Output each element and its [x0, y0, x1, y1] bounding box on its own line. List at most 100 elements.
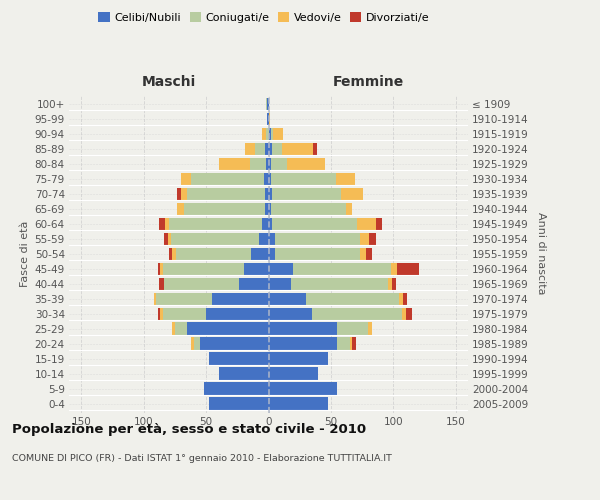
Bar: [265, 202, 269, 215]
Bar: [164, 232, 167, 245]
Bar: [341, 188, 363, 200]
Bar: [269, 398, 328, 409]
Bar: [366, 248, 372, 260]
Bar: [306, 292, 400, 305]
Bar: [269, 113, 270, 125]
Bar: [209, 352, 269, 364]
Bar: [269, 292, 306, 305]
Bar: [269, 352, 328, 364]
Bar: [176, 248, 251, 260]
Bar: [171, 232, 259, 245]
Bar: [209, 398, 269, 409]
Bar: [154, 292, 156, 305]
Bar: [350, 338, 352, 349]
Bar: [259, 232, 269, 245]
Bar: [178, 188, 181, 200]
Bar: [263, 172, 269, 185]
Bar: [313, 143, 317, 155]
Bar: [187, 188, 265, 200]
Bar: [271, 128, 274, 140]
Bar: [169, 218, 262, 230]
Bar: [158, 308, 160, 320]
Bar: [269, 382, 337, 394]
Bar: [397, 262, 419, 275]
Bar: [184, 202, 265, 215]
Bar: [269, 218, 272, 230]
Bar: [269, 248, 275, 260]
Bar: [200, 338, 269, 349]
Text: Popolazione per età, sesso e stato civile - 2010: Popolazione per età, sesso e stato civil…: [12, 422, 366, 436]
Legend: Celibi/Nubili, Coniugati/e, Vedovi/e, Divorziati/e: Celibi/Nubili, Coniugati/e, Vedovi/e, Di…: [94, 8, 434, 28]
Bar: [269, 232, 275, 245]
Bar: [218, 158, 250, 170]
Bar: [269, 278, 291, 290]
Bar: [267, 98, 269, 110]
Bar: [175, 322, 187, 335]
Bar: [282, 143, 313, 155]
Bar: [269, 262, 293, 275]
Bar: [269, 128, 271, 140]
Bar: [265, 188, 269, 200]
Bar: [352, 338, 356, 349]
Bar: [269, 338, 337, 349]
Bar: [262, 218, 269, 230]
Bar: [158, 262, 160, 275]
Bar: [181, 188, 187, 200]
Bar: [218, 368, 269, 380]
Bar: [287, 158, 325, 170]
Text: Maschi: Maschi: [142, 75, 196, 89]
Bar: [266, 128, 269, 140]
Bar: [164, 278, 239, 290]
Bar: [274, 128, 283, 140]
Bar: [275, 248, 359, 260]
Bar: [167, 232, 171, 245]
Y-axis label: Anni di nascita: Anni di nascita: [536, 212, 545, 295]
Bar: [376, 218, 382, 230]
Bar: [266, 98, 267, 110]
Text: Femmine: Femmine: [332, 75, 404, 89]
Bar: [406, 308, 412, 320]
Bar: [370, 232, 376, 245]
Bar: [269, 322, 337, 335]
Bar: [212, 292, 269, 305]
Bar: [269, 143, 272, 155]
Y-axis label: Fasce di età: Fasce di età: [20, 220, 31, 287]
Bar: [267, 113, 269, 125]
Bar: [159, 278, 164, 290]
Bar: [194, 338, 200, 349]
Bar: [271, 172, 336, 185]
Bar: [312, 308, 402, 320]
Bar: [291, 278, 388, 290]
Bar: [272, 218, 357, 230]
Bar: [368, 322, 372, 335]
Bar: [265, 143, 269, 155]
Bar: [156, 292, 212, 305]
Bar: [269, 172, 271, 185]
Bar: [337, 322, 368, 335]
Bar: [272, 143, 282, 155]
Bar: [163, 308, 206, 320]
Bar: [160, 308, 163, 320]
Bar: [169, 248, 172, 260]
Bar: [402, 308, 406, 320]
Bar: [191, 172, 263, 185]
Bar: [244, 262, 269, 275]
Bar: [271, 158, 287, 170]
Bar: [392, 278, 395, 290]
Bar: [262, 128, 266, 140]
Bar: [293, 262, 391, 275]
Text: COMUNE DI PICO (FR) - Dati ISTAT 1° gennaio 2010 - Elaborazione TUTTITALIA.IT: COMUNE DI PICO (FR) - Dati ISTAT 1° genn…: [12, 454, 392, 463]
Bar: [203, 382, 269, 394]
Bar: [250, 158, 266, 170]
Bar: [187, 322, 269, 335]
Bar: [159, 218, 165, 230]
Bar: [160, 262, 163, 275]
Bar: [336, 172, 355, 185]
Bar: [266, 158, 269, 170]
Bar: [357, 218, 376, 230]
Bar: [269, 368, 319, 380]
Bar: [271, 202, 346, 215]
Bar: [269, 308, 312, 320]
Bar: [391, 262, 397, 275]
Bar: [172, 248, 176, 260]
